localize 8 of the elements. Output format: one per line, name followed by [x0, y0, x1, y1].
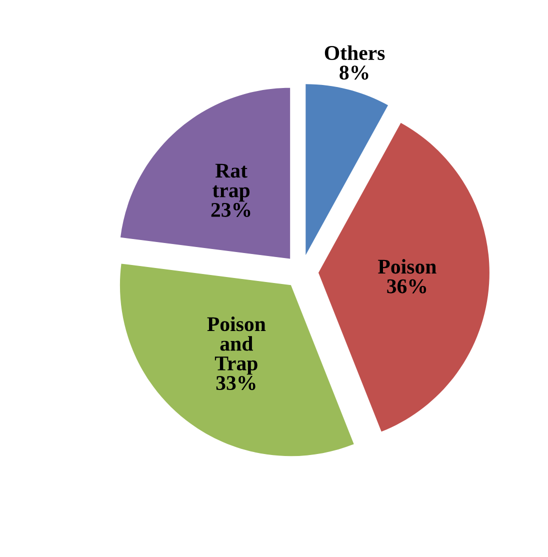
slice-label: Poison: [378, 259, 436, 274]
data-label: 23%: [211, 202, 250, 218]
data-label: 8%: [340, 66, 368, 80]
slice-label: Poison and Trap: [207, 316, 266, 375]
data-label: 33%: [216, 376, 256, 390]
slice-label: Others: [324, 45, 385, 60]
slice-label: Rat trap: [212, 164, 250, 202]
data-label: 36%: [387, 279, 426, 294]
